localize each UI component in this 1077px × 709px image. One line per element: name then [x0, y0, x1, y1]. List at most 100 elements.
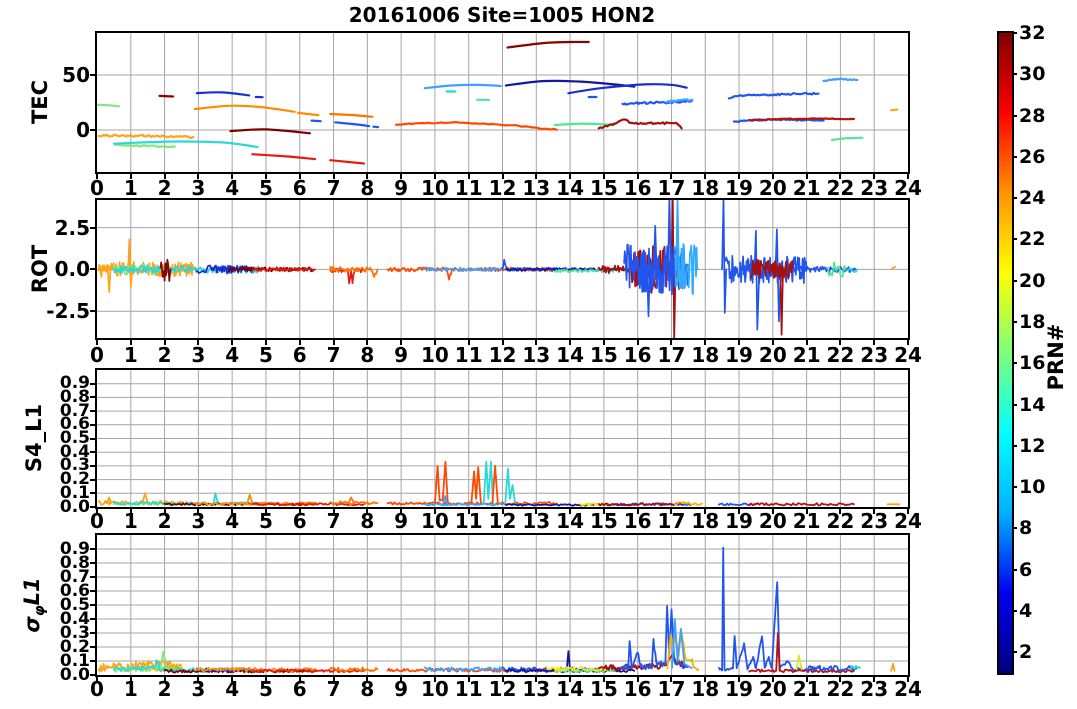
- x-tick-label: 1: [123, 343, 138, 367]
- x-tick-label: 12: [488, 509, 517, 533]
- x-tick-label: 4: [225, 343, 240, 367]
- x-axis-tick: [771, 340, 774, 345]
- colorbar-tick: [1012, 279, 1017, 282]
- x-tick-label: 5: [258, 509, 273, 533]
- series-line: [779, 268, 784, 336]
- x-tick-label: 9: [394, 509, 409, 533]
- x-tick-label: 4: [225, 677, 240, 701]
- series-line: [621, 99, 693, 106]
- x-tick-label: 3: [191, 677, 206, 701]
- series-line: [97, 133, 195, 139]
- colorbar-tick-label: 28: [1019, 104, 1046, 127]
- series-line: [826, 261, 847, 278]
- x-axis-tick: [264, 677, 267, 682]
- series-line: [229, 128, 311, 135]
- x-tick-label: 0: [90, 677, 104, 701]
- x-axis-tick: [501, 677, 504, 682]
- series-line: [671, 618, 693, 669]
- x-axis-tick: [704, 340, 707, 345]
- x-tick-label: 11: [454, 343, 483, 367]
- x-axis-tick: [636, 340, 639, 345]
- x-axis-tick: [535, 340, 538, 345]
- x-axis-tick: [738, 174, 741, 179]
- x-tick-label: 18: [691, 677, 720, 701]
- x-axis-tick: [569, 174, 572, 179]
- x-axis-tick: [738, 340, 741, 345]
- x-axis-tick: [433, 677, 436, 682]
- y-axis-tick: [90, 396, 95, 399]
- colorbar-tick-label: 4: [1019, 600, 1033, 623]
- x-axis-tick: [501, 340, 504, 345]
- y-tick-label: 0.6: [59, 580, 90, 601]
- series-line: [159, 258, 172, 282]
- x-tick-label: 15: [589, 176, 618, 200]
- x-tick-label: 19: [725, 509, 753, 533]
- x-tick-label: 23: [860, 509, 889, 533]
- x-tick-label: 6: [292, 509, 307, 533]
- series-line: [890, 108, 899, 112]
- x-axis-tick: [704, 509, 707, 514]
- series-line: [434, 460, 449, 504]
- x-axis-tick: [332, 340, 335, 345]
- x-tick-label: 24: [894, 677, 922, 701]
- x-tick-label: 12: [488, 677, 517, 701]
- x-axis-tick: [670, 509, 673, 514]
- x-axis-tick: [569, 677, 572, 682]
- y-tick-label: 0: [76, 117, 90, 142]
- series-line: [106, 496, 113, 504]
- x-tick-label: 23: [860, 677, 889, 701]
- y-axis-tick: [90, 478, 95, 481]
- x-tick-label: 9: [394, 677, 409, 701]
- x-axis-tick: [467, 340, 470, 345]
- series-line: [423, 266, 504, 272]
- series-line: [423, 502, 504, 507]
- series-line: [442, 495, 448, 506]
- rot-plot-area: [97, 200, 908, 338]
- x-tick-label: 0: [90, 343, 104, 367]
- series-line: [646, 268, 651, 318]
- y-tick-label: 0.9: [59, 373, 90, 394]
- series-line: [112, 140, 259, 149]
- x-tick-label: 20: [758, 509, 787, 533]
- x-axis-tick: [129, 340, 132, 345]
- x-axis-tick: [163, 509, 166, 514]
- x-tick-label: 16: [623, 343, 652, 367]
- series-line: [158, 94, 175, 98]
- colorbar-tick-label: 6: [1019, 558, 1033, 581]
- series-line: [778, 668, 855, 674]
- x-axis-tick: [197, 509, 200, 514]
- series-line: [667, 200, 672, 271]
- x-axis-tick: [839, 509, 842, 514]
- x-axis-tick: [163, 340, 166, 345]
- y-tick-label: 0.4: [59, 608, 90, 629]
- colorbar-tick: [1012, 362, 1017, 365]
- x-tick-label: 7: [326, 176, 341, 200]
- x-axis-tick: [839, 174, 842, 179]
- x-tick-label: 7: [326, 509, 341, 533]
- s4-plot-area: [97, 370, 908, 507]
- series-line: [251, 502, 365, 507]
- series-line: [347, 496, 355, 504]
- x-axis-tick: [366, 677, 369, 682]
- x-axis-tick: [670, 677, 673, 682]
- x-axis-tick: [400, 677, 403, 682]
- x-axis-tick: [400, 340, 403, 345]
- x-tick-label: 3: [191, 509, 206, 533]
- x-axis-tick: [602, 340, 605, 345]
- colorbar-tick: [1012, 73, 1017, 76]
- y-tick-label: 0.7: [59, 566, 90, 587]
- x-axis-tick: [771, 174, 774, 179]
- x-tick-label: 18: [691, 509, 720, 533]
- series-line: [717, 546, 808, 672]
- x-tick-label: 22: [826, 343, 855, 367]
- x-tick-label: 3: [191, 176, 206, 200]
- colorbar-tick: [1012, 32, 1017, 34]
- series-line: [506, 40, 590, 49]
- series-line: [251, 266, 316, 272]
- x-tick-label: 2: [157, 509, 172, 533]
- x-tick-label: 10: [420, 509, 449, 533]
- colorbar-tick-label: 12: [1019, 434, 1046, 457]
- colorbar-tick-label: 16: [1019, 352, 1046, 375]
- x-axis-tick: [400, 174, 403, 179]
